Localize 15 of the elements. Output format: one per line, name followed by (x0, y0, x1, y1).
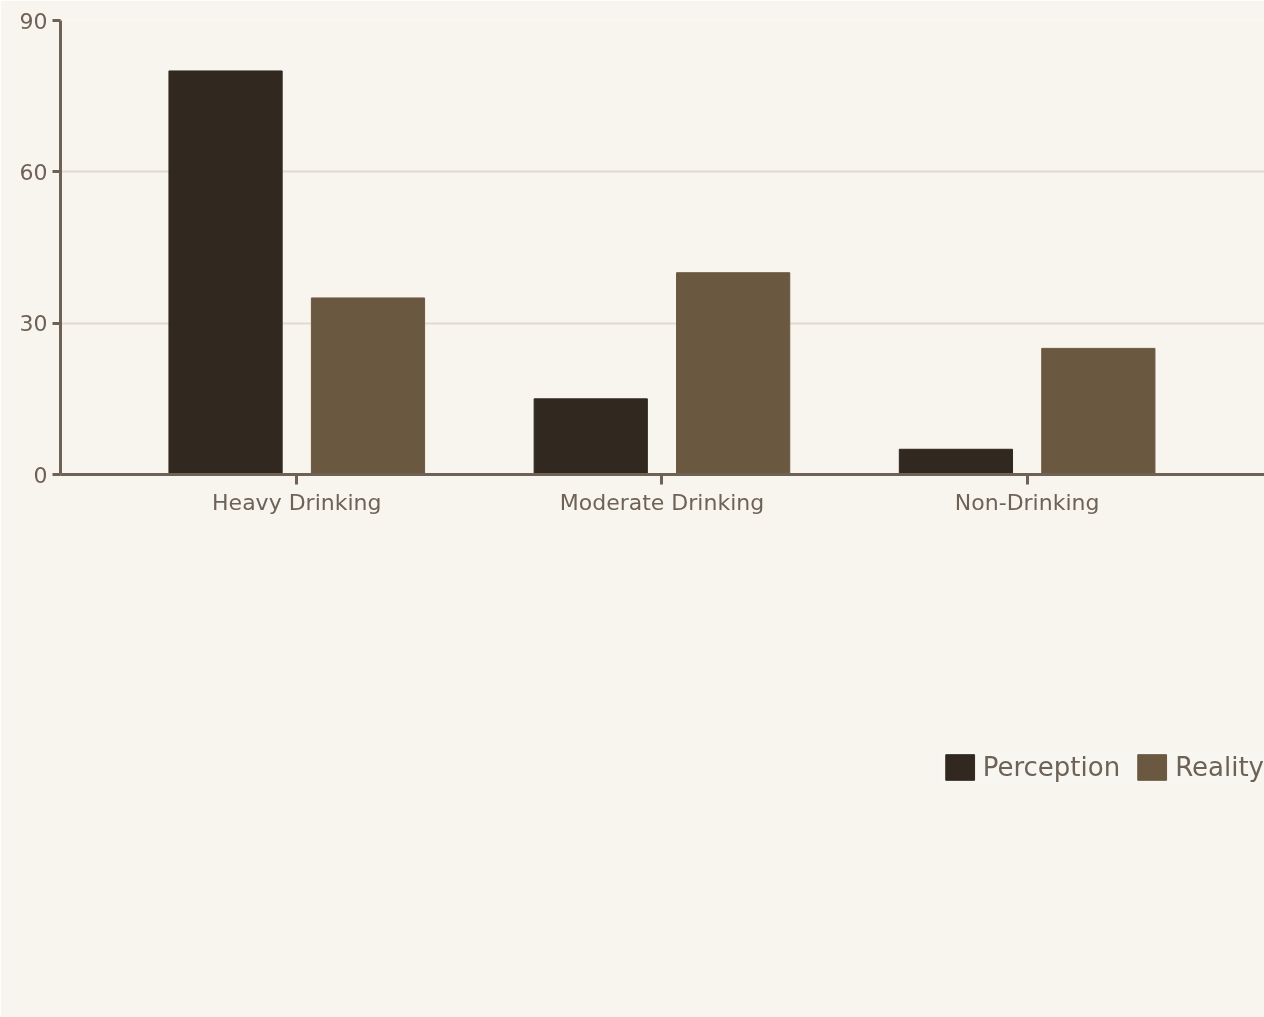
bar (898, 448, 1014, 475)
bar (533, 398, 648, 475)
legend-label: Perception (982, 752, 1121, 782)
legend-label: Reality (1175, 752, 1264, 782)
y-tick-label: 30 (19, 311, 48, 337)
bar (168, 70, 283, 475)
bar (310, 297, 426, 475)
bar (1041, 347, 1156, 475)
y-tick-label: 60 (19, 159, 48, 185)
x-tick-label: Moderate Drinking (559, 489, 765, 515)
x-tick-label: Non-Drinking (954, 489, 1100, 515)
y-tick-label: 90 (19, 8, 48, 34)
bar (676, 272, 791, 475)
y-tick-label: 0 (33, 462, 48, 488)
x-tick-label: Heavy Drinking (212, 489, 382, 515)
